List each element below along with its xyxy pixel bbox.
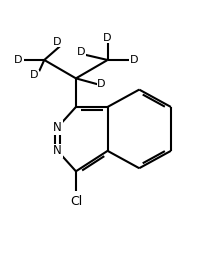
Text: D: D — [30, 70, 38, 80]
Text: Cl: Cl — [69, 195, 82, 209]
Text: D: D — [129, 55, 138, 65]
Text: N: N — [53, 144, 62, 157]
Text: D: D — [97, 80, 105, 89]
Text: D: D — [13, 55, 22, 65]
Text: N: N — [53, 121, 62, 134]
Text: D: D — [76, 47, 85, 57]
Text: D: D — [103, 33, 111, 42]
Text: D: D — [53, 37, 62, 47]
